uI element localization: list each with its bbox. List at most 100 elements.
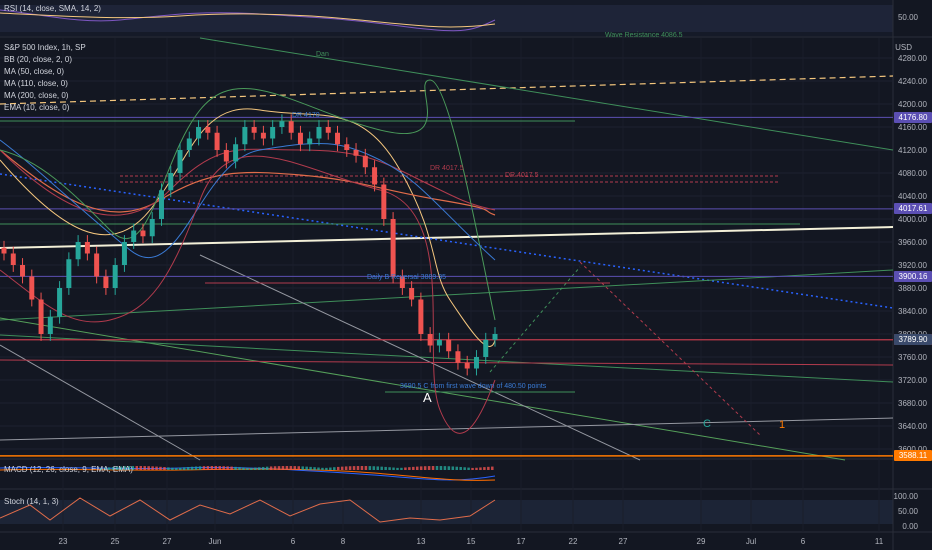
green-trendline-lower[interactable] bbox=[0, 317, 846, 461]
macd-bar bbox=[171, 467, 174, 470]
annotation-dr-4017b: DR 4017.5 bbox=[505, 172, 539, 179]
candle-body bbox=[353, 150, 359, 156]
macd-bar bbox=[226, 466, 229, 470]
macd-bar bbox=[258, 467, 261, 470]
macd-bar bbox=[380, 466, 383, 470]
rsi-series bbox=[0, 9, 496, 32]
macd-bar bbox=[368, 466, 372, 470]
candle-body bbox=[372, 167, 378, 185]
x-tick-label: 15 bbox=[467, 537, 476, 546]
macd-bar bbox=[186, 466, 190, 470]
blue-dotted-trendline[interactable] bbox=[0, 173, 894, 309]
price-badge: 3789.90 bbox=[894, 334, 932, 346]
macd-bar bbox=[182, 467, 186, 470]
macd-bar bbox=[419, 466, 423, 470]
candle-body bbox=[1, 247, 7, 254]
stoch-legend[interactable]: Stoch (14, 1, 3) bbox=[4, 497, 59, 506]
stoch-level-0: 0.00 bbox=[902, 522, 918, 531]
x-tick-label: 25 bbox=[111, 537, 120, 546]
candle-body bbox=[233, 144, 239, 162]
macd-bar bbox=[269, 466, 273, 470]
macd-bar bbox=[483, 467, 486, 470]
green-trendline-upper[interactable] bbox=[199, 37, 894, 151]
macd-bar bbox=[344, 466, 348, 470]
macd-bar bbox=[455, 466, 458, 470]
green-channel-line[interactable] bbox=[0, 334, 894, 383]
candle-body bbox=[140, 230, 146, 237]
y-tick-label: 3640.00 bbox=[898, 422, 927, 431]
macd-bar bbox=[451, 466, 455, 470]
bb-lower bbox=[0, 155, 496, 434]
y-tick-label: 4120.00 bbox=[898, 146, 927, 155]
price-legend-bb[interactable]: BB (20, close, 2, 0) bbox=[4, 55, 73, 64]
top-note: Wave Resistance 4086.5 bbox=[605, 32, 683, 39]
price-legend-ma50[interactable]: MA (50, close, 0) bbox=[4, 67, 65, 76]
macd-bar bbox=[463, 467, 466, 470]
price-legend-symbol[interactable]: S&P 500 Index, 1h, SP bbox=[4, 43, 86, 52]
candle-body bbox=[251, 127, 257, 133]
rsi-legend[interactable]: RSI (14, close, SMA, 14, 2) bbox=[4, 4, 101, 13]
macd-bar bbox=[163, 467, 166, 470]
macd-bar bbox=[317, 467, 320, 470]
macd-bar bbox=[230, 466, 233, 470]
y-tick-label: 3600.00 bbox=[898, 445, 927, 454]
annotation-wave-c: 3690.5 C from first wave down of 480.50 … bbox=[400, 383, 547, 390]
macd-bar bbox=[198, 466, 202, 470]
macd-bar bbox=[313, 467, 316, 470]
x-tick-label: 23 bbox=[59, 537, 68, 546]
candle-body bbox=[418, 299, 424, 334]
price-legend-ma200[interactable]: MA (200, close, 0) bbox=[4, 91, 69, 100]
white-trendline[interactable] bbox=[0, 226, 894, 249]
x-tick-label: 6 bbox=[291, 537, 296, 546]
price-badge: 3588.11 bbox=[894, 450, 932, 462]
drawings bbox=[0, 37, 894, 461]
macd-bar bbox=[242, 467, 245, 470]
candle-body bbox=[196, 127, 202, 139]
candle-body bbox=[94, 253, 100, 277]
candle-body bbox=[177, 150, 183, 173]
macd-bar bbox=[111, 467, 115, 470]
macd-bar bbox=[218, 466, 221, 470]
macd-legend[interactable]: MACD (12, 26, close, 9, EMA, EMA) bbox=[4, 465, 133, 474]
price-legend-ma110[interactable]: MA (110, close, 0) bbox=[4, 79, 68, 88]
macd-bar bbox=[115, 466, 119, 470]
grey-trendline[interactable] bbox=[0, 417, 894, 441]
label-c: C bbox=[703, 418, 711, 430]
red-horizontal[interactable] bbox=[0, 359, 894, 366]
y-axis-ticks: 4280.00 4240.00 4200.00 4160.00 4120.00 4080.… bbox=[898, 54, 927, 454]
candle-body bbox=[168, 173, 174, 191]
candle-body bbox=[325, 127, 331, 133]
candle-body bbox=[84, 242, 90, 254]
overlay-indicators bbox=[0, 79, 496, 434]
candle-body bbox=[158, 190, 164, 219]
macd-bar bbox=[337, 466, 340, 470]
macd-bar bbox=[175, 467, 178, 470]
y-tick-label: 3760.00 bbox=[898, 353, 927, 362]
dashed-resistance-line[interactable] bbox=[0, 75, 894, 105]
stoch-band bbox=[0, 500, 893, 524]
projection-up[interactable] bbox=[489, 266, 581, 373]
macd-series bbox=[0, 466, 496, 481]
macd-bar bbox=[139, 466, 142, 470]
x-tick-label: 13 bbox=[417, 537, 426, 546]
x-tick-label: 6 bbox=[801, 537, 806, 546]
macd-bar bbox=[190, 466, 194, 470]
macd-bar bbox=[487, 466, 490, 470]
macd-bar bbox=[147, 466, 150, 470]
price-legend-ema[interactable]: EMA (10, close, 0) bbox=[4, 103, 70, 112]
macd-bar bbox=[103, 467, 107, 470]
macd-bar bbox=[340, 466, 344, 470]
x-tick-label: 29 bbox=[697, 537, 706, 546]
grey-diagonal-mid[interactable] bbox=[199, 254, 641, 461]
candle-body bbox=[186, 138, 192, 150]
macd-bar bbox=[439, 466, 443, 470]
macd-bar bbox=[423, 466, 427, 470]
candle-body bbox=[223, 150, 229, 162]
macd-bar bbox=[293, 466, 297, 470]
macd-bar bbox=[329, 467, 332, 470]
macd-bar bbox=[333, 467, 336, 470]
grey-diagonal-left[interactable] bbox=[0, 344, 201, 461]
macd-bar bbox=[254, 467, 257, 470]
y-tick-label: 3720.00 bbox=[898, 376, 927, 385]
x-tick-label: 8 bbox=[341, 537, 346, 546]
